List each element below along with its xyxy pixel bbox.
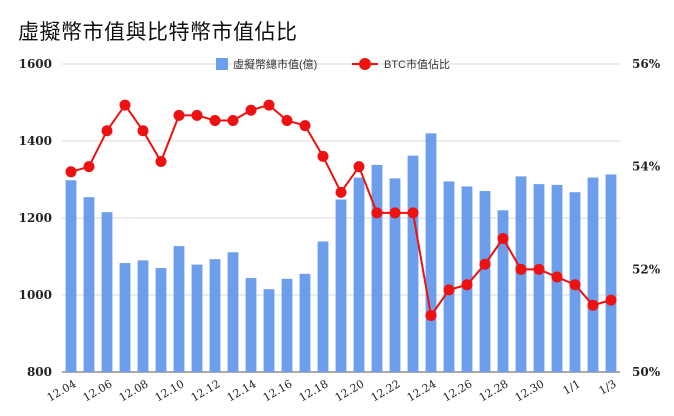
bar xyxy=(533,184,545,372)
y-right-tick-label: 52% xyxy=(632,262,661,276)
x-tick-label: 1/3 xyxy=(597,377,619,397)
x-tick-label: 1/1 xyxy=(561,377,583,397)
y-left-tick-label: 1200 xyxy=(19,211,52,225)
btc-share-point xyxy=(119,99,131,111)
bar xyxy=(407,155,419,372)
bar xyxy=(209,259,221,372)
y-left-tick-label: 1400 xyxy=(19,134,52,148)
x-tick-label: 12.10 xyxy=(153,377,187,404)
btc-share-point xyxy=(371,207,383,219)
btc-share-point xyxy=(425,310,437,322)
btc-share-point xyxy=(569,279,581,291)
btc-share-point xyxy=(155,156,167,168)
bar xyxy=(245,278,257,372)
x-tick-label: 12.20 xyxy=(333,377,367,404)
btc-share-point xyxy=(173,109,185,121)
bar xyxy=(479,191,491,372)
x-tick-label: 12.16 xyxy=(261,377,295,404)
x-tick-label: 12.28 xyxy=(477,377,511,404)
bar xyxy=(425,133,437,372)
x-tick-label: 12.30 xyxy=(513,377,547,404)
btc-share-point xyxy=(515,263,527,275)
btc-share-point xyxy=(443,284,455,296)
y-right-tick-label: 56% xyxy=(632,57,661,71)
btc-share-point xyxy=(137,125,149,137)
bar xyxy=(605,174,617,372)
bar xyxy=(155,268,167,372)
btc-share-point xyxy=(551,271,563,283)
bar xyxy=(299,273,311,372)
bar xyxy=(263,289,275,372)
x-tick-label: 12.04 xyxy=(45,377,79,404)
y-left-tick-label: 1600 xyxy=(19,57,52,71)
bar xyxy=(281,278,293,372)
x-tick-label: 12.22 xyxy=(369,377,403,404)
btc-share-point xyxy=(353,161,365,173)
bar xyxy=(317,241,329,372)
bar xyxy=(497,210,509,372)
btc-share-point xyxy=(191,109,203,121)
bar xyxy=(335,199,347,372)
legend-swatch-line xyxy=(359,58,371,70)
x-tick-label: 12.26 xyxy=(441,377,475,404)
bar xyxy=(65,180,77,372)
btc-share-point xyxy=(227,114,239,126)
bar xyxy=(443,181,455,372)
bar xyxy=(587,177,599,372)
btc-share-point xyxy=(281,114,293,126)
btc-share-point xyxy=(65,166,77,178)
btc-share-point xyxy=(479,258,491,270)
y-left-tick-label: 1000 xyxy=(19,288,52,302)
btc-share-point xyxy=(389,207,401,219)
bar xyxy=(191,264,203,372)
bar xyxy=(371,164,383,372)
btc-share-point xyxy=(263,99,275,111)
btc-share-point xyxy=(299,120,311,132)
x-tick-label: 12.18 xyxy=(297,377,331,404)
chart-title: 虛擬幣市值與比特幣市值佔比 xyxy=(18,20,298,44)
bar xyxy=(461,186,473,372)
btc-share-point xyxy=(209,114,221,126)
btc-share-point xyxy=(101,125,113,137)
btc-share-point xyxy=(533,263,545,275)
btc-share-point xyxy=(497,233,509,245)
x-tick-label: 12.12 xyxy=(189,377,223,404)
bar xyxy=(173,246,185,372)
x-tick-label: 12.24 xyxy=(405,377,439,404)
btc-share-point xyxy=(587,299,599,311)
x-tick-label: 12.08 xyxy=(117,377,151,404)
x-tick-label: 12.14 xyxy=(225,377,259,404)
legend-label-line: BTC市值佔比 xyxy=(384,57,450,71)
legend-label-bars: 虛擬幣總市值(億) xyxy=(233,57,317,71)
y-right-tick-label: 54% xyxy=(632,160,661,174)
bar xyxy=(227,252,239,372)
btc-share-point xyxy=(317,150,329,162)
y-right-tick-label: 50% xyxy=(632,365,661,379)
x-tick-label: 12.06 xyxy=(81,377,115,404)
bar xyxy=(389,178,401,372)
legend-swatch-bars xyxy=(216,58,228,70)
bar xyxy=(119,263,131,372)
bar xyxy=(137,260,149,372)
btc-share-point xyxy=(605,294,617,306)
y-left-tick-label: 800 xyxy=(27,365,52,379)
btc-share-point xyxy=(245,104,257,116)
btc-share-point xyxy=(335,186,347,198)
btc-share-point xyxy=(461,279,473,291)
bar xyxy=(83,197,95,372)
bar xyxy=(101,212,113,372)
btc-share-point xyxy=(407,207,419,219)
bar xyxy=(353,177,365,372)
btc-share-point xyxy=(83,161,95,173)
